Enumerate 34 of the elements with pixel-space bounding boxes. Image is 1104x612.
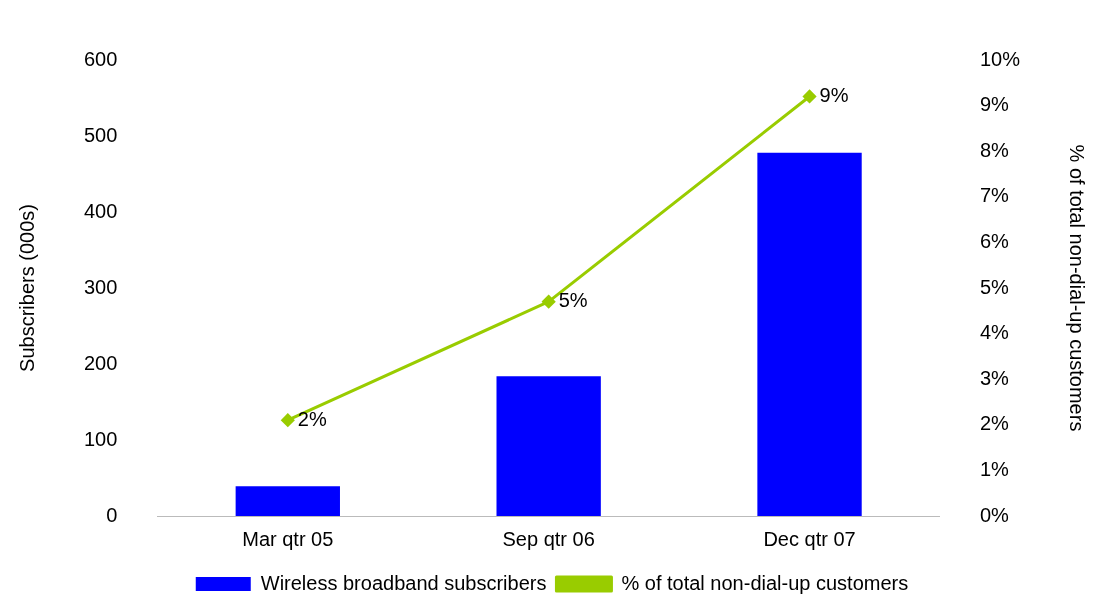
y2-tick-label: 2%	[979, 412, 1010, 435]
y-tick-label: 600	[83, 47, 118, 70]
bar	[757, 152, 862, 516]
y2-tick-label: 1%	[979, 457, 1010, 480]
data-label: 2%	[297, 407, 327, 430]
legend-label: Wireless broadband subscribers	[260, 571, 547, 594]
y-axis-title: Subscribers (000s)	[15, 204, 38, 372]
point	[803, 89, 817, 103]
data-label: 5%	[558, 289, 588, 312]
legend-label: % of total non-dial-up customers	[621, 571, 909, 594]
bar	[235, 486, 340, 516]
y2-tick-label: 4%	[979, 321, 1010, 344]
y2-axis-title: % of total non-dial-up customers	[1066, 144, 1089, 432]
y2-tick-label: 6%	[979, 229, 1010, 252]
x-tick-label: Sep qtr 06	[502, 527, 595, 550]
y-tick-label: 400	[83, 199, 118, 222]
bar	[496, 376, 601, 516]
y2-tick-label: 10%	[979, 47, 1021, 70]
point	[542, 295, 556, 309]
y2-tick-label: 7%	[979, 184, 1010, 207]
point	[281, 413, 295, 427]
y-tick-label: 500	[83, 123, 118, 146]
y-tick-label: 200	[83, 351, 118, 374]
x-tick-label: Dec qtr 07	[763, 527, 856, 550]
y-tick-label: 300	[83, 275, 118, 298]
y-tick-label: 0	[106, 503, 118, 526]
x-tick-label: Mar qtr 05	[242, 527, 334, 550]
data-label: 9%	[819, 84, 849, 106]
y2-tick-label: 0%	[979, 503, 1010, 526]
y2-tick-label: 9%	[979, 93, 1010, 116]
y2-tick-label: 3%	[979, 366, 1010, 389]
y2-tick-label: 5%	[979, 275, 1010, 298]
y-tick-label: 100	[83, 427, 118, 450]
y2-tick-label: 8%	[979, 138, 1010, 161]
